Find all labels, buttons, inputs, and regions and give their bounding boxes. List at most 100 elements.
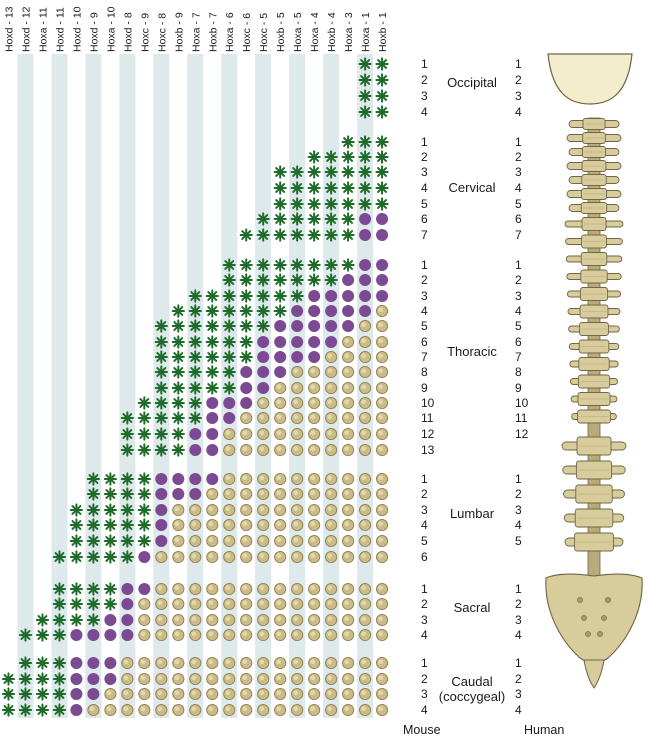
mouse-vertebra-number: 2 (421, 273, 428, 287)
posterior-expression-dot (257, 487, 270, 501)
posterior-expression-dot (376, 381, 389, 395)
posterior-expression-dot (223, 687, 236, 701)
mouse-vertebra-number: 5 (421, 319, 428, 333)
anterior-expression-star (239, 319, 253, 333)
human-vertebra-number: 3 (515, 165, 522, 179)
gene-label: Hoxa - 7 (190, 12, 202, 52)
anterior-expression-star (375, 197, 389, 211)
human-vertebra-number: 10 (515, 396, 529, 410)
anterior-expression-star (120, 550, 134, 564)
human-vertebra-number: 1 (515, 258, 522, 272)
human-vertebra-number: 7 (515, 350, 522, 364)
mouse-vertebra-number: 1 (421, 135, 428, 149)
posterior-expression-dot (376, 443, 389, 457)
anterior-expression-star (52, 550, 67, 564)
anterior-expression-star (273, 273, 287, 287)
human-vertebra-number: 4 (515, 181, 522, 195)
maximal-expression-dot (70, 673, 83, 685)
vertebra (568, 202, 620, 214)
posterior-expression-dot (359, 534, 372, 548)
posterior-expression-dot (359, 582, 372, 596)
skull-base (547, 53, 633, 105)
maximal-expression-dot (87, 629, 100, 641)
maximal-expression-dot (274, 336, 287, 348)
mouse-vertebra-number: 5 (421, 197, 428, 211)
posterior-expression-dot (274, 487, 287, 501)
anterior-expression-star (188, 289, 202, 303)
posterior-expression-dot (257, 472, 270, 486)
posterior-expression-dot (325, 411, 338, 425)
gene-label: Hoxa - 3 (343, 12, 355, 52)
anterior-expression-star (52, 582, 67, 596)
maximal-expression-dot (206, 428, 219, 440)
mouse-vertebra-number: 4 (421, 703, 428, 717)
vertebra (564, 217, 624, 231)
vertebra (566, 160, 622, 172)
anterior-expression-star (307, 212, 321, 226)
anterior-expression-star (290, 258, 304, 272)
posterior-expression-dot (291, 518, 304, 532)
gene-label: Hoxa - 4 (309, 12, 321, 52)
gene-label: Hoxd - 9 (88, 12, 100, 52)
posterior-expression-dot (359, 656, 372, 670)
posterior-expression-dot (240, 550, 253, 564)
anterior-expression-star (324, 150, 338, 164)
posterior-expression-dot (274, 613, 287, 627)
human-vertebra-number: 1 (515, 57, 522, 71)
posterior-expression-dot (376, 550, 389, 564)
sacrum (545, 573, 643, 689)
posterior-expression-dot (172, 656, 185, 670)
mouse-vertebra-number: 7 (421, 350, 428, 364)
human-vertebra-number: 11 (515, 411, 528, 425)
anterior-expression-star (103, 582, 117, 596)
human-vertebra-number: 4 (515, 304, 522, 318)
anterior-expression-star (103, 550, 117, 564)
posterior-expression-dot (274, 687, 287, 701)
posterior-expression-dot (172, 628, 185, 642)
posterior-expression-dot (206, 534, 219, 548)
anterior-expression-star (52, 656, 67, 670)
anterior-expression-star (120, 518, 134, 532)
region-label: Lumbar (450, 506, 495, 521)
anterior-expression-star (188, 335, 202, 349)
posterior-expression-dot (172, 687, 185, 701)
anterior-expression-star (86, 582, 100, 596)
posterior-expression-dot (291, 703, 304, 717)
anterior-expression-star (120, 411, 134, 425)
vertebra (571, 409, 617, 424)
anterior-expression-star (120, 472, 134, 486)
maximal-expression-dot (70, 704, 83, 716)
maximal-expression-dot (376, 229, 389, 241)
posterior-expression-dot (172, 703, 185, 717)
anterior-expression-star (205, 381, 219, 395)
mouse-vertebra-number: 1 (421, 57, 428, 71)
posterior-expression-dot (257, 550, 270, 564)
maximal-expression-dot (257, 336, 270, 348)
posterior-expression-dot (155, 687, 168, 701)
anterior-expression-star (35, 687, 50, 701)
posterior-expression-dot (223, 582, 236, 596)
anterior-expression-star (239, 350, 253, 364)
human-vertebra-number: 3 (515, 613, 522, 627)
posterior-expression-dot (342, 613, 355, 627)
posterior-expression-dot (223, 613, 236, 627)
anterior-expression-star (222, 381, 236, 395)
anterior-expression-star (154, 427, 168, 441)
anterior-expression-star (273, 212, 287, 226)
posterior-expression-dot (257, 703, 270, 717)
human-vertebra-number: 7 (515, 228, 522, 242)
posterior-expression-dot (189, 628, 202, 642)
anterior-expression-star (137, 427, 151, 441)
anterior-expression-star (307, 273, 321, 287)
posterior-expression-dot (257, 443, 270, 457)
maximal-expression-dot (308, 320, 321, 332)
posterior-expression-dot (223, 597, 236, 611)
mouse-vertebra-number: 4 (421, 304, 428, 318)
posterior-expression-dot (274, 597, 287, 611)
anterior-expression-star (222, 350, 236, 364)
anterior-expression-star (324, 228, 338, 242)
posterior-expression-dot (138, 687, 151, 701)
anterior-expression-star (171, 396, 185, 410)
anterior-expression-star (154, 396, 168, 410)
posterior-expression-dot (342, 628, 355, 642)
